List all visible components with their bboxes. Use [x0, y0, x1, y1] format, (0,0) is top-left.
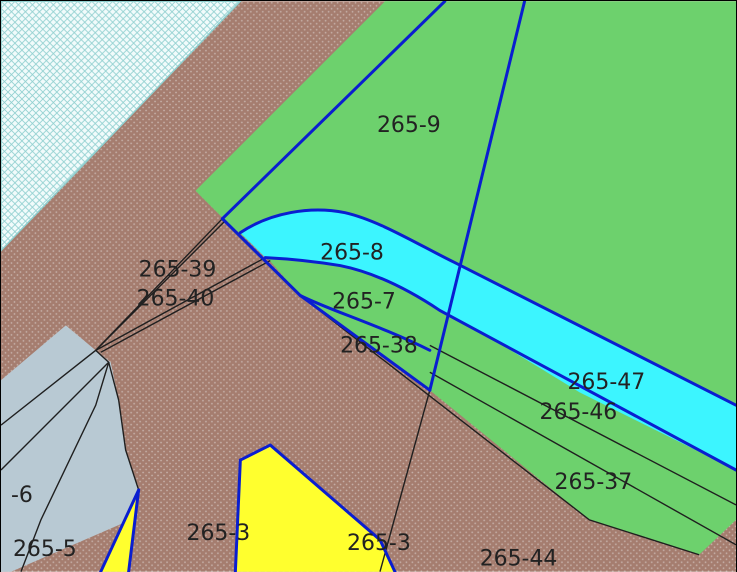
label-265-40: 265-40 [137, 286, 215, 311]
label-265-5: 265-5 [13, 537, 77, 562]
label-265-7: 265-7 [332, 289, 396, 314]
label-265-39: 265-39 [139, 258, 217, 283]
label-265-37: 265-37 [554, 470, 632, 495]
water-area[interactable] [1, 1, 242, 252]
parcel-265-8[interactable] [240, 210, 736, 471]
label-265-44: 265-44 [480, 547, 558, 572]
black-boundaries [1, 218, 736, 572]
blue-boundaries [99, 1, 736, 572]
parcel-light-blue[interactable] [1, 325, 139, 572]
label-265-3-right: 265-3 [347, 531, 411, 556]
label-265-9: 265-9 [377, 113, 441, 138]
parcel-265-3-yellow[interactable] [235, 445, 395, 572]
label-265-8: 265-8 [320, 241, 384, 266]
label-265-46: 265-46 [540, 400, 618, 425]
label-265-38: 265-38 [340, 333, 418, 358]
label-265-47: 265-47 [567, 370, 645, 395]
label-6: -6 [11, 483, 33, 508]
parcel-labels: 265-9 265-8 265-39 265-40 265-7 265-38 2… [11, 113, 645, 572]
label-265-3-left: 265-3 [186, 521, 250, 546]
